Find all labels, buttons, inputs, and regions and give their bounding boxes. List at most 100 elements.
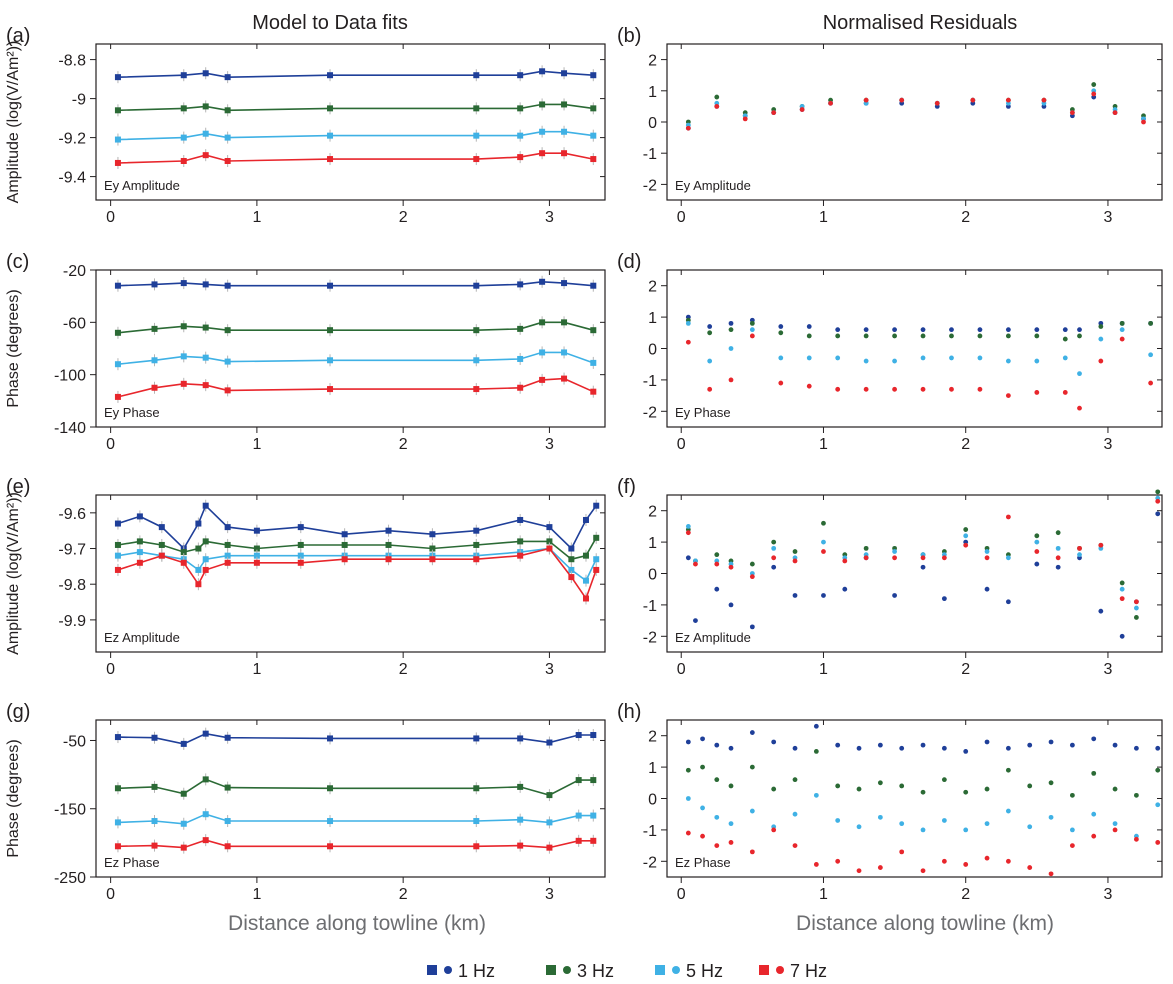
data-square <box>202 152 209 159</box>
residual-point <box>899 849 905 855</box>
y-tick-label: -2 <box>643 177 657 194</box>
residual-point <box>920 555 926 561</box>
data-square <box>136 559 143 566</box>
residual-point <box>749 333 755 339</box>
data-square <box>593 502 600 509</box>
data-square <box>114 552 121 559</box>
residual-point <box>685 320 691 326</box>
residual-point <box>1048 814 1054 820</box>
series-line <box>117 103 594 112</box>
data-square <box>590 777 597 784</box>
data-square <box>327 282 334 289</box>
data-square <box>590 282 597 289</box>
data-square <box>517 355 524 362</box>
data-square <box>473 105 480 112</box>
residual-point <box>749 624 755 630</box>
data-square <box>327 843 334 850</box>
y-tick-label: -2 <box>643 854 657 871</box>
data-square <box>561 128 568 135</box>
y-tick-label: 1 <box>648 535 657 552</box>
residual-point <box>1027 824 1033 830</box>
residual-point <box>778 324 784 329</box>
residual-point <box>1048 780 1054 786</box>
residual-point <box>920 564 926 570</box>
residual-point <box>728 327 734 333</box>
residual-point <box>856 868 862 874</box>
residual-point <box>707 386 713 392</box>
residual-point <box>1034 333 1040 339</box>
data-square <box>114 74 121 81</box>
residual-point <box>856 745 862 751</box>
residual-point <box>821 593 826 598</box>
panel-label: (f) <box>617 476 636 498</box>
residual-point <box>749 849 755 855</box>
data-square <box>253 527 260 534</box>
residual-point <box>792 558 798 564</box>
y-tick-label: 2 <box>648 504 657 521</box>
residual-point <box>1112 821 1118 827</box>
data-square <box>297 524 304 531</box>
residual-point <box>1141 119 1146 125</box>
right-x-axis-label: Distance along towline (km) <box>796 912 1054 935</box>
x-tick-label: 2 <box>399 436 408 453</box>
residual-point <box>771 786 777 792</box>
left-column-title: Model to Data fits <box>252 12 408 34</box>
legend-dot <box>672 966 680 974</box>
data-square <box>582 552 589 559</box>
data-square <box>202 324 209 331</box>
residual-point <box>1069 843 1075 848</box>
y-tick-label: 2 <box>648 729 657 746</box>
data-square <box>114 734 121 741</box>
residual-point <box>714 561 720 567</box>
residual-point <box>1034 390 1040 395</box>
residual-point <box>899 821 905 827</box>
residual-point <box>984 739 990 745</box>
data-square <box>224 552 231 559</box>
data-square <box>590 732 597 739</box>
data-square <box>180 353 187 360</box>
data-square <box>473 843 480 850</box>
data-square <box>136 549 143 556</box>
residual-point <box>714 742 720 748</box>
data-square <box>590 812 597 819</box>
residual-point <box>892 327 897 333</box>
data-square <box>473 357 480 364</box>
residual-point <box>813 862 819 867</box>
y-axis-label: Phase (degrees) <box>5 739 22 857</box>
series-line <box>117 537 597 561</box>
residual-point <box>1062 390 1068 395</box>
panel-h: 0 1 2 3 2 1 0 -1 -2 (h) Ez Phase <box>617 701 1163 903</box>
residual-point <box>700 736 705 742</box>
residual-point <box>1069 792 1075 798</box>
residual-point <box>714 843 720 848</box>
series-line <box>117 70 594 79</box>
x-tick-label: 1 <box>252 209 261 226</box>
data-square <box>473 386 480 393</box>
data-square <box>297 541 304 548</box>
residual-point <box>856 824 862 830</box>
panel-label: (g) <box>6 701 30 723</box>
residual-point <box>806 333 812 339</box>
residual-point <box>920 742 926 748</box>
y-tick-label: -9.4 <box>58 170 86 187</box>
plot-frame <box>95 43 606 201</box>
residual-point <box>1005 97 1011 103</box>
data-square <box>151 842 158 849</box>
residual-point <box>856 786 862 792</box>
data-square <box>114 282 121 289</box>
plot-frame <box>666 43 1163 201</box>
residual-point <box>920 827 926 833</box>
residual-point <box>1005 858 1011 864</box>
residual-point <box>941 777 947 783</box>
panel-label: (c) <box>6 251 29 273</box>
data-square <box>590 359 597 366</box>
residual-point <box>941 858 947 864</box>
residual-point <box>1034 561 1040 567</box>
data-square <box>114 785 121 792</box>
data-square <box>539 128 546 135</box>
y-tick-label: 0 <box>648 115 657 132</box>
y-axis-label: Phase (degrees) <box>5 289 22 407</box>
data-square <box>385 556 392 563</box>
data-square <box>473 72 480 79</box>
data-square <box>582 516 589 523</box>
